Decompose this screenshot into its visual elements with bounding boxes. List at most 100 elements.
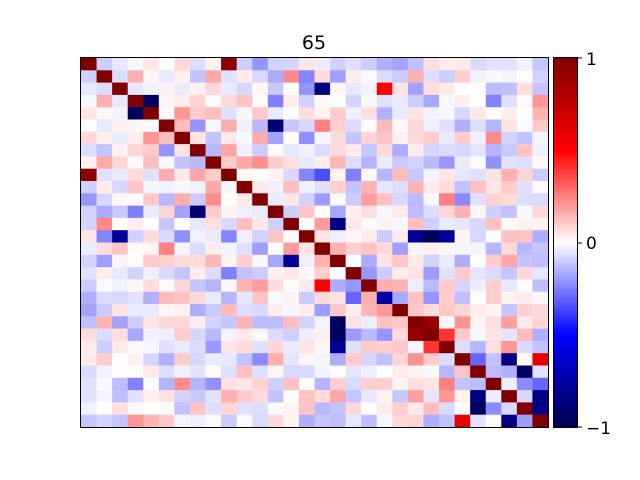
heatmap-cell xyxy=(267,58,284,71)
heatmap-cell xyxy=(376,328,393,342)
heatmap-cell xyxy=(112,365,129,379)
heatmap-cell xyxy=(96,230,113,243)
heatmap-cell xyxy=(439,390,455,403)
heatmap-cell xyxy=(345,377,362,391)
heatmap-cell xyxy=(516,107,533,120)
heatmap-cell xyxy=(96,144,113,157)
heatmap-cell xyxy=(81,181,97,194)
heatmap-cell xyxy=(485,230,502,243)
heatmap-cell xyxy=(205,230,222,243)
heatmap-cell xyxy=(454,168,471,182)
heatmap-cell xyxy=(189,328,206,342)
heatmap-cell xyxy=(298,316,315,329)
heatmap-cell xyxy=(407,217,424,231)
heatmap-cell xyxy=(112,94,129,108)
heatmap-cell xyxy=(485,131,502,145)
heatmap-cell xyxy=(81,230,97,243)
heatmap-cell xyxy=(470,402,487,416)
heatmap-cell xyxy=(174,82,191,96)
heatmap-cell xyxy=(454,131,471,145)
heatmap-cell xyxy=(252,377,269,391)
heatmap-cell xyxy=(298,340,315,354)
heatmap-cell xyxy=(439,144,455,157)
heatmap-cell xyxy=(158,217,175,231)
heatmap-cell xyxy=(423,414,440,428)
heatmap-cell xyxy=(205,82,222,96)
heatmap-cell xyxy=(158,156,175,170)
heatmap-cell xyxy=(314,82,331,96)
heatmap-cell xyxy=(205,291,222,305)
heatmap-cell xyxy=(298,82,315,96)
heatmap-cell xyxy=(470,131,487,145)
heatmap-cell xyxy=(189,340,206,354)
heatmap-cell xyxy=(112,377,129,391)
heatmap-cell xyxy=(454,414,471,428)
heatmap-cell xyxy=(127,217,144,231)
heatmap-cell xyxy=(361,267,378,280)
heatmap-cell xyxy=(454,217,471,231)
heatmap-cell xyxy=(485,82,502,96)
heatmap-cell xyxy=(516,119,533,133)
heatmap-cell xyxy=(407,353,424,366)
heatmap-cell xyxy=(361,131,378,145)
heatmap-cell xyxy=(174,316,191,329)
heatmap-cell xyxy=(283,316,300,329)
heatmap-cell xyxy=(143,328,160,342)
heatmap-cell xyxy=(158,119,175,133)
heatmap-cell xyxy=(189,390,206,403)
heatmap-cell xyxy=(532,267,549,280)
heatmap-cell xyxy=(485,291,502,305)
heatmap-cell xyxy=(314,94,331,108)
heatmap-cell xyxy=(267,94,284,108)
heatmap-cell xyxy=(516,254,533,268)
heatmap-cell xyxy=(330,205,347,219)
heatmap-cell xyxy=(189,365,206,379)
heatmap-cell xyxy=(454,119,471,133)
heatmap-cell xyxy=(454,353,471,366)
heatmap-cell xyxy=(454,328,471,342)
heatmap-cell xyxy=(96,119,113,133)
heatmap-cell xyxy=(143,291,160,305)
heatmap-cell xyxy=(267,217,284,231)
heatmap-cell xyxy=(143,94,160,108)
heatmap-cell xyxy=(392,70,409,83)
heatmap-cell xyxy=(376,156,393,170)
heatmap-cell xyxy=(376,70,393,83)
heatmap-cell xyxy=(143,340,160,354)
heatmap-cell xyxy=(81,377,97,391)
heatmap-cell xyxy=(236,291,253,305)
heatmap-cell xyxy=(454,254,471,268)
heatmap-cell xyxy=(423,205,440,219)
heatmap-cell xyxy=(330,414,347,428)
heatmap-cell xyxy=(189,156,206,170)
heatmap-cell xyxy=(314,119,331,133)
heatmap-cell xyxy=(392,58,409,71)
heatmap-cell xyxy=(81,291,97,305)
heatmap-cell xyxy=(205,304,222,317)
heatmap-cell xyxy=(485,242,502,256)
heatmap-cell xyxy=(174,365,191,379)
heatmap-cell xyxy=(330,242,347,256)
heatmap-cell xyxy=(221,70,238,83)
heatmap-cell xyxy=(345,402,362,416)
heatmap-cell xyxy=(189,254,206,268)
heatmap-cell xyxy=(81,402,97,416)
heatmap-cell xyxy=(112,168,129,182)
heatmap-cell xyxy=(112,279,129,293)
heatmap-cell xyxy=(314,291,331,305)
heatmap-cell xyxy=(501,279,518,293)
heatmap-cell xyxy=(392,168,409,182)
heatmap-cell xyxy=(158,144,175,157)
heatmap-cell xyxy=(361,70,378,83)
heatmap-cell xyxy=(345,168,362,182)
heatmap-cell xyxy=(96,377,113,391)
heatmap-cell xyxy=(361,291,378,305)
heatmap-cell xyxy=(143,107,160,120)
heatmap-cell xyxy=(174,340,191,354)
heatmap-cell xyxy=(345,70,362,83)
heatmap-cell xyxy=(127,291,144,305)
heatmap-cell xyxy=(485,390,502,403)
heatmap-cell xyxy=(361,304,378,317)
heatmap-cell xyxy=(392,181,409,194)
heatmap-cell xyxy=(361,316,378,329)
